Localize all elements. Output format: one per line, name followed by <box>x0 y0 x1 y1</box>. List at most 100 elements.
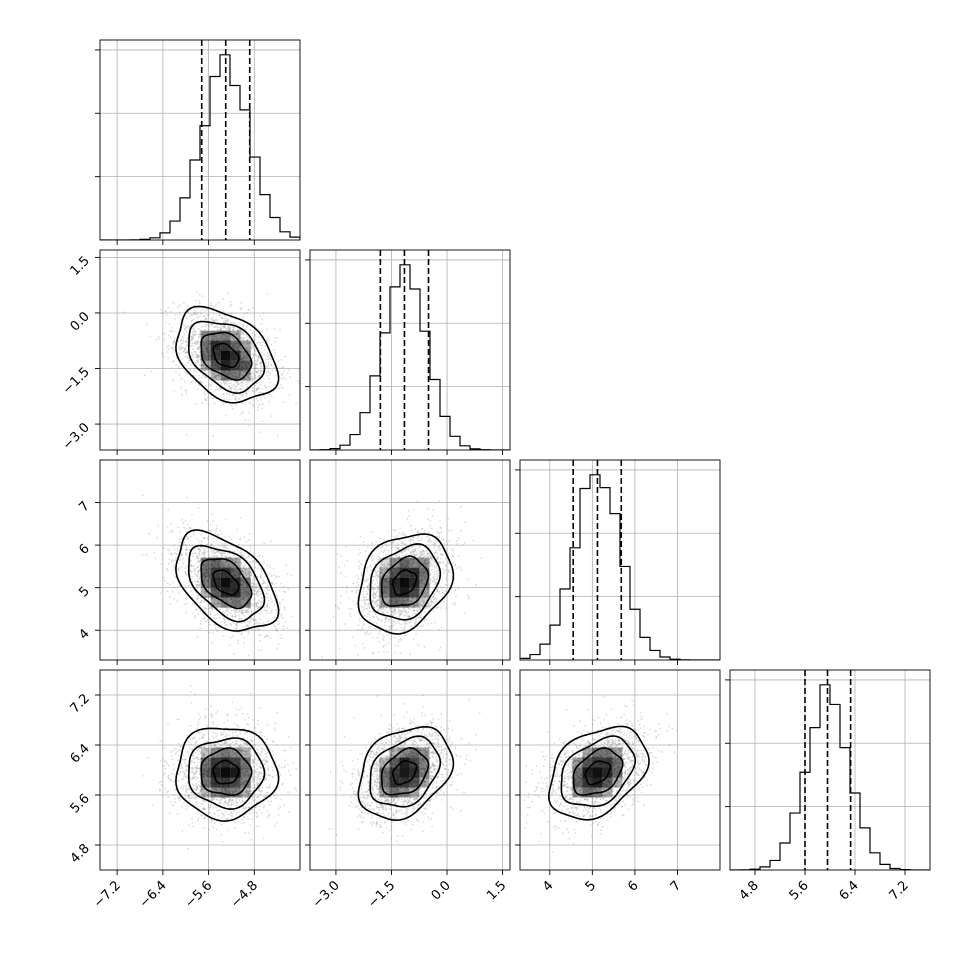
sample-point <box>211 641 214 644</box>
sample-point <box>202 325 204 328</box>
sample-point <box>409 653 411 656</box>
sample-point <box>415 633 418 635</box>
sample-point <box>199 559 201 562</box>
sample-point <box>172 343 175 346</box>
sample-point <box>233 550 236 553</box>
sample-point <box>197 355 199 358</box>
sample-point <box>420 554 423 556</box>
sample-point <box>387 563 389 566</box>
sample-point <box>246 335 249 338</box>
sample-point <box>231 563 234 566</box>
sample-point <box>405 620 408 623</box>
sample-point <box>249 372 252 375</box>
sample-point <box>256 592 258 595</box>
sample-point <box>235 611 238 614</box>
sample-point <box>229 607 232 610</box>
sample-point <box>216 629 219 631</box>
sample-point <box>163 338 166 341</box>
sample-point <box>208 371 211 373</box>
sample-point <box>211 520 214 523</box>
sample-point <box>187 537 189 539</box>
density-cell <box>230 597 241 608</box>
sample-point <box>412 613 414 616</box>
sample-point <box>266 634 269 637</box>
sample-point <box>200 367 203 370</box>
sample-point <box>423 563 426 566</box>
sample-point <box>240 611 243 614</box>
sample-point <box>242 339 245 341</box>
sample-point <box>167 509 170 511</box>
sample-point <box>203 601 205 603</box>
sample-point <box>246 355 248 358</box>
sample-point <box>247 309 250 311</box>
sample-point <box>265 593 267 595</box>
sample-point <box>226 392 228 395</box>
sample-point <box>178 353 181 356</box>
sample-point <box>229 312 232 315</box>
sample-point <box>280 377 283 380</box>
sample-point <box>211 323 214 326</box>
sample-point <box>220 552 223 555</box>
sample-point <box>380 603 383 605</box>
sample-point <box>167 307 170 309</box>
sample-point <box>250 617 253 619</box>
sample-point <box>199 340 201 343</box>
sample-point <box>419 556 422 558</box>
sample-point <box>197 384 200 386</box>
sample-point <box>374 593 377 596</box>
sample-point <box>203 578 206 580</box>
sample-point <box>192 331 194 334</box>
sample-point <box>262 582 264 585</box>
sample-point <box>235 623 237 626</box>
sample-point <box>400 533 403 536</box>
sample-point <box>352 582 355 585</box>
sample-point <box>240 333 242 336</box>
sample-point <box>415 597 418 599</box>
sample-point <box>262 403 264 405</box>
sample-point <box>204 610 207 613</box>
sample-point <box>240 308 243 311</box>
sample-point <box>400 623 402 626</box>
sample-point <box>246 326 248 329</box>
sample-point <box>268 377 270 380</box>
sample-point <box>203 619 206 622</box>
sample-point <box>167 562 170 565</box>
sample-point <box>173 551 176 554</box>
sample-point <box>276 336 279 339</box>
sample-point <box>212 334 215 337</box>
sample-point <box>183 603 186 605</box>
sample-point <box>248 373 251 375</box>
sample-point <box>242 554 245 557</box>
sample-point <box>251 370 254 373</box>
sample-point <box>197 354 200 357</box>
sample-point <box>206 543 208 546</box>
sample-point <box>226 597 229 600</box>
sample-point <box>447 529 450 532</box>
sample-point <box>384 553 387 556</box>
sample-point <box>230 565 232 568</box>
sample-point <box>246 349 249 352</box>
sample-point <box>404 549 407 551</box>
sample-point <box>253 618 256 621</box>
sample-point <box>390 613 392 616</box>
sample-point <box>236 329 239 332</box>
sample-point <box>246 341 249 344</box>
sample-point <box>247 573 250 576</box>
sample-point <box>241 598 243 600</box>
sample-point <box>457 537 460 540</box>
sample-point <box>254 363 257 366</box>
sample-point <box>227 326 230 328</box>
histogram-steps <box>310 264 510 450</box>
sample-point <box>207 369 210 371</box>
sample-point <box>273 604 276 607</box>
sample-point <box>400 627 403 630</box>
sample-point <box>208 554 211 556</box>
density-cell <box>230 330 241 341</box>
sample-point <box>229 556 232 559</box>
sample-point <box>439 520 441 522</box>
sample-point <box>210 544 213 547</box>
sample-point <box>276 594 278 597</box>
density-cell <box>230 370 241 381</box>
sample-point <box>240 332 243 334</box>
sample-point <box>197 342 199 345</box>
